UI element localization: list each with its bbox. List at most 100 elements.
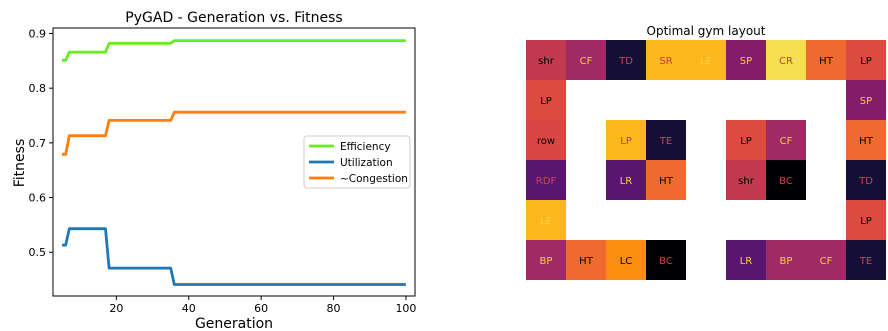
heatmap-cell-label: SR (659, 56, 672, 67)
heatmap-cell-label: BP (780, 256, 793, 267)
heatmap-cell-rect (646, 120, 686, 160)
heatmap-cell-label: LP (540, 96, 552, 107)
heatmap-cell: LE (526, 200, 566, 240)
y-tick-label: 0.7 (29, 137, 47, 150)
heatmap-cell-rect (526, 80, 566, 120)
heatmap-cell: HT (846, 120, 886, 160)
heatmap-cell: CF (806, 240, 846, 280)
heatmap-cell-label: shr (538, 56, 555, 67)
heatmap-cell: BP (766, 240, 806, 280)
heatmap-cell-rect (646, 240, 686, 280)
heatmap-cell-label: RDF (536, 176, 557, 187)
heatmap-cell-label: TD (858, 176, 873, 187)
line-chart-series (62, 39, 406, 286)
heatmap-cell-label: BC (779, 176, 793, 187)
heatmap-cell: LR (606, 160, 646, 200)
heatmap-cell: LE (686, 40, 726, 80)
heatmap-cell-rect (526, 160, 566, 200)
heatmap-cell-rect (806, 240, 846, 280)
legend-label: Utilization (340, 157, 393, 169)
y-tick-label: 0.9 (29, 27, 47, 40)
heatmap-cell: RDF (526, 160, 566, 200)
heatmap-cell-rect (686, 40, 726, 80)
heatmap-cell-rect (606, 160, 646, 200)
heatmap-cell: CF (566, 40, 606, 80)
heatmap-cell-rect (526, 40, 566, 80)
heatmap-cell-label: LP (620, 136, 632, 147)
heatmap-cell-label: shr (738, 176, 755, 187)
heatmap-cell-rect (806, 40, 846, 80)
heatmap-cell-rect (766, 160, 806, 200)
heatmap-cell: LP (606, 120, 646, 160)
legend-label: ~Congestion (340, 173, 408, 185)
fitness-line-chart: PyGAD - Generation vs. Fitness Generatio… (12, 10, 416, 331)
heatmap-cell-rect (526, 120, 566, 160)
heatmap-cell-label: row (537, 136, 555, 147)
heatmap-cell-label: TD (618, 56, 633, 67)
heatmap-cell-label: BP (540, 256, 553, 267)
heatmap-cell-rect (566, 40, 606, 80)
legend-box (303, 135, 411, 189)
heatmap-cell: SP (846, 80, 886, 120)
heatmap-cell-rect (566, 240, 606, 280)
heatmap-cell: LC (606, 240, 646, 280)
heatmap-cell-rect (526, 240, 566, 280)
heatmap-cell: HT (806, 40, 846, 80)
heatmap-cell-rect (846, 200, 886, 240)
heatmap-cell: HT (646, 160, 686, 200)
heatmap-cell-label: LE (540, 216, 552, 227)
heatmap-cell-label: LR (740, 256, 753, 267)
heatmap-cell-label: CF (820, 256, 833, 267)
heatmap-cell: LP (726, 120, 766, 160)
series-line-efficiency (62, 39, 406, 62)
heatmap-cell-label: BC (659, 256, 673, 267)
heatmap-cell-label: LP (860, 216, 872, 227)
heatmap-cell: LP (846, 200, 886, 240)
heatmap-cell-rect (526, 200, 566, 240)
heatmap-cell: BC (646, 240, 686, 280)
heatmap-title: Optimal gym layout (647, 24, 766, 38)
legend-label: Efficiency (340, 141, 391, 153)
heatmap-cell: BC (766, 160, 806, 200)
heatmap-cell-label: HT (579, 256, 594, 267)
heatmap-cell: SR (646, 40, 686, 80)
x-tick-label: 20 (109, 302, 123, 315)
x-tick-label: 40 (182, 302, 196, 315)
heatmap-cell: BP (526, 240, 566, 280)
heatmap-cell: LP (846, 40, 886, 80)
heatmap-cell: HT (566, 240, 606, 280)
heatmap-cell-label: LR (620, 176, 633, 187)
heatmap-cell: TD (606, 40, 646, 80)
heatmap-cell-rect (726, 120, 766, 160)
heatmap-cell-rect (766, 240, 806, 280)
heatmap-cell: CF (766, 120, 806, 160)
heatmap-cell-label: SP (740, 56, 752, 67)
line-chart-ticks: 20 40 60 80 100 0.5 0.6 0.7 0.8 0.9 (29, 27, 417, 315)
gym-layout-heatmap: Optimal gym layout shr CF TD SR LE SP CR HT LP LP… (526, 24, 886, 280)
heatmap-cell: TE (846, 240, 886, 280)
heatmap-cell: LP (526, 80, 566, 120)
heatmap-cell-rect (766, 40, 806, 80)
heatmap-cell: CR (766, 40, 806, 80)
heatmap-cell-rect (846, 160, 886, 200)
heatmap-cell-rect (846, 40, 886, 80)
heatmap-cell: shr (726, 160, 766, 200)
x-tick-label: 100 (395, 302, 416, 315)
heatmap-cell-label: CF (580, 56, 593, 67)
heatmap-cell-label: LP (860, 56, 872, 67)
heatmap-cell-rect (646, 40, 686, 80)
heatmap-cell-rect (846, 120, 886, 160)
y-axis-label: Fitness (12, 139, 28, 188)
heatmap-cell-rect (606, 40, 646, 80)
y-tick-label: 0.8 (29, 82, 47, 95)
series-line-utilization (62, 227, 406, 286)
heatmap-cell-label: CR (779, 56, 793, 67)
line-chart-title: PyGAD - Generation vs. Fitness (125, 10, 342, 26)
heatmap-cell-label: HT (819, 56, 834, 67)
x-axis-label: Generation (195, 316, 273, 331)
heatmap-cells: shr CF TD SR LE SP CR HT LP LP SP row LP TE LP CF HT RDF L… (526, 40, 886, 280)
heatmap-cell-rect (766, 120, 806, 160)
heatmap-cell-label: SP (860, 96, 872, 107)
heatmap-cell-label: TE (659, 136, 672, 147)
heatmap-cell-rect (606, 120, 646, 160)
